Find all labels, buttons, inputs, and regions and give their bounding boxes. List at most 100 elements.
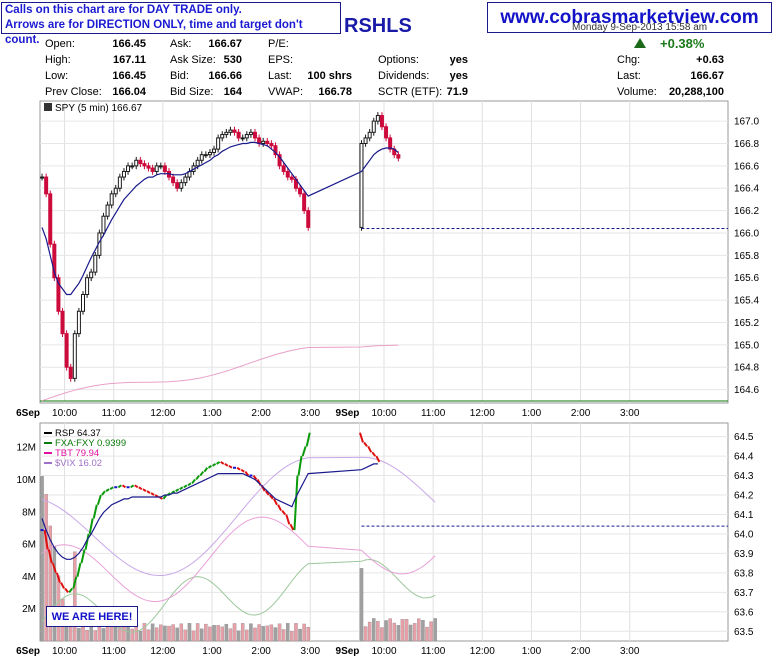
volume-bar	[77, 627, 81, 642]
price-bar	[64, 333, 69, 368]
options-label: Options:	[378, 54, 419, 66]
rsp-step	[224, 463, 229, 467]
volume-tick-label: 2M	[22, 604, 36, 615]
volume-bar	[359, 568, 364, 642]
rsp-step	[134, 484, 139, 489]
price-bar	[105, 204, 110, 217]
volume-bar	[101, 628, 106, 642]
x-tick-label: 10:00	[52, 646, 77, 657]
volume-bar	[48, 525, 52, 642]
x-tick-label: 1:00	[522, 408, 542, 419]
rsp-step	[195, 474, 200, 481]
rsp-step	[236, 466, 241, 471]
rsp-step	[47, 549, 53, 564]
price-bar	[60, 310, 65, 335]
rsp-step	[203, 467, 209, 473]
volume-bar	[281, 629, 286, 642]
bid-label: Bid:	[170, 70, 189, 82]
x-tick-label: 12:00	[470, 408, 495, 419]
price-bar	[56, 277, 61, 312]
volume-bar	[114, 625, 118, 642]
x-tick-label: 6Sep	[16, 646, 40, 657]
volume-bar	[245, 629, 249, 642]
ask-size-label: Ask Size:	[170, 54, 216, 66]
volume-bar	[195, 623, 200, 642]
y-tick-label: 63.6	[734, 607, 754, 618]
volume-bar	[236, 630, 241, 642]
price-bar	[179, 182, 184, 189]
day-trade-notice: Calls on this chart are for DAY TRADE on…	[1, 2, 341, 46]
volume-bar	[175, 627, 179, 642]
y-tick-label: 166.6	[734, 161, 759, 172]
rsp-step	[281, 509, 286, 516]
volume-bar	[93, 630, 98, 642]
rsp-step	[220, 461, 225, 465]
price-bar	[113, 187, 118, 195]
x-tick-label: 12:00	[150, 408, 175, 419]
price-bar	[253, 131, 257, 139]
volume-bar	[286, 623, 290, 642]
volume-bar	[392, 622, 396, 642]
volume-bar	[306, 626, 310, 642]
rsp-step	[199, 471, 205, 477]
rsp-step	[187, 482, 192, 487]
rsp-step	[363, 441, 368, 447]
price-bar	[216, 137, 221, 150]
rsp-step	[117, 484, 122, 489]
notice-line-2: Arrows are for DIRECTION ONLY, time and …	[5, 19, 303, 46]
price-bar	[359, 143, 364, 228]
y-tick-label: 165.4	[734, 296, 759, 307]
volume-bar	[376, 621, 380, 642]
x-tick-label: 11:00	[102, 408, 127, 419]
rsp-step	[162, 494, 168, 500]
website-link[interactable]: www.cobrasmarketview.com	[487, 2, 772, 33]
x-tick-label: 9Sep	[336, 408, 360, 419]
volume-tick-label: 12M	[17, 443, 36, 454]
rsp-step	[277, 504, 282, 512]
price-bar	[228, 129, 233, 133]
chg-value: +0.63	[696, 54, 724, 66]
price-bar	[121, 170, 126, 178]
x-tick-label: 3:00	[620, 646, 640, 657]
volume-bar	[154, 627, 159, 642]
volume-bar	[412, 623, 417, 642]
price-bar	[109, 193, 114, 206]
x-tick-label: 1:00	[202, 408, 222, 419]
volume-bar	[220, 626, 224, 642]
volume-bar	[167, 625, 171, 642]
x-tick-label: 10:00	[371, 646, 396, 657]
rsp-step	[264, 490, 270, 496]
price-bar	[244, 134, 249, 139]
volume-bar	[269, 624, 274, 642]
price-bar	[236, 131, 241, 139]
x-tick-label: 2:00	[571, 408, 591, 419]
rsp-step	[175, 488, 180, 492]
price-bar	[212, 148, 217, 153]
volume-bar	[224, 623, 229, 642]
price-bar	[44, 176, 49, 195]
price-bar	[134, 159, 139, 167]
x-tick-label: 3:00	[620, 408, 640, 419]
y-tick-label: 63.8	[734, 568, 754, 579]
price-bar	[85, 277, 90, 296]
price-bar	[203, 154, 208, 157]
volume-bar	[404, 619, 409, 642]
volume-tick-label: 8M	[22, 507, 36, 518]
rsp-step	[84, 533, 90, 550]
price-bar	[224, 131, 229, 136]
legend-entry: RSP 64.37	[55, 428, 101, 439]
y-tick-label: 165.2	[734, 318, 759, 329]
x-tick-label: 3:00	[301, 408, 321, 419]
price-bar	[183, 176, 188, 184]
volume-bar	[400, 619, 405, 642]
volume-bar	[142, 623, 147, 642]
rsp-step	[212, 463, 217, 467]
ticker-title: RSHLS	[344, 15, 412, 37]
x-tick-label: 11:00	[421, 646, 446, 657]
price-bar	[158, 165, 163, 168]
rsp-step	[252, 474, 258, 481]
price-bar	[273, 145, 278, 156]
last-label: Last:	[617, 70, 641, 82]
price-bar	[52, 243, 57, 279]
price-bar	[396, 154, 401, 159]
